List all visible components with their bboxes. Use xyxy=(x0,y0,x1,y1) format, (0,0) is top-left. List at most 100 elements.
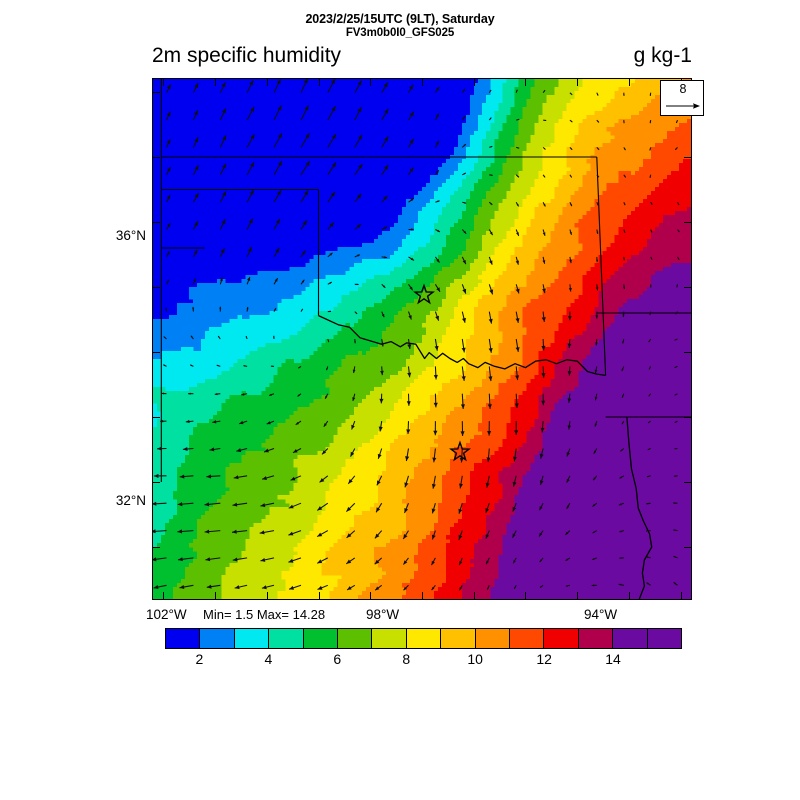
wind-vector-head xyxy=(650,230,652,233)
wind-vector-head xyxy=(376,480,381,486)
wind-vector-head xyxy=(222,135,226,141)
wind-vector-head xyxy=(179,474,185,479)
wind-vector-head xyxy=(179,585,185,589)
wind-vector-head xyxy=(674,448,676,450)
wind-vector-head xyxy=(512,533,516,538)
wind-vector-head xyxy=(347,586,352,590)
wind-vector-head xyxy=(593,477,596,481)
wind-vector-head xyxy=(248,218,253,224)
wind-vector-head xyxy=(250,162,255,168)
wind-vector-head xyxy=(515,288,520,294)
wind-vector-head xyxy=(567,425,572,430)
wind-vector-head xyxy=(277,190,282,196)
wind-vector-head xyxy=(648,421,650,423)
wind-vector-head xyxy=(409,286,413,291)
wind-vector-head xyxy=(489,231,493,236)
wind-vector-head xyxy=(356,193,362,199)
wind-vector-head xyxy=(301,279,305,283)
lat-tick-right xyxy=(684,482,691,483)
wind-vector-head xyxy=(543,175,546,178)
wind-vector-head xyxy=(214,392,218,396)
wind-vector-head xyxy=(458,534,463,540)
wind-vector-head xyxy=(329,282,332,284)
wind-vector-head xyxy=(513,560,516,564)
wind-vector-head xyxy=(622,341,625,344)
wind-vector-head xyxy=(623,286,626,290)
wind-vector-head xyxy=(566,505,570,509)
wind-vector-head xyxy=(675,312,678,315)
colorbar-tick-2: 2 xyxy=(195,651,204,667)
lon-tick-bottom xyxy=(318,592,320,599)
wind-vector-head xyxy=(437,200,440,203)
lat-tick-right xyxy=(684,287,691,288)
wind-vector-head xyxy=(304,105,309,111)
lat-tick-left xyxy=(153,157,160,158)
wind-vector-head xyxy=(541,317,546,322)
wind-vector-head xyxy=(486,457,491,463)
chart-subtitle: FV3m0b0I0_GFS025 xyxy=(345,27,455,39)
wind-vector-head xyxy=(273,335,275,338)
wind-vector-head xyxy=(487,404,492,409)
colorbar[interactable] xyxy=(165,628,682,649)
wind-vector-head xyxy=(357,80,362,86)
wind-vector-head xyxy=(190,335,193,338)
wind-vector-head xyxy=(408,315,412,320)
wind-vector-head xyxy=(462,317,466,323)
wind-vector-head xyxy=(460,404,465,409)
wind-vector-head xyxy=(302,220,307,226)
station-star-north[interactable] xyxy=(412,283,436,305)
wind-vector-head xyxy=(647,475,649,478)
wind-vector-head xyxy=(193,278,196,282)
lon-tick-top xyxy=(525,79,527,86)
wind-vector-head xyxy=(304,190,309,196)
wind-vector-head xyxy=(356,283,359,286)
lon-tick-bottom xyxy=(215,592,217,599)
map-plot-area[interactable] xyxy=(152,78,692,600)
wind-vector-head xyxy=(591,584,595,587)
wind-vector-head xyxy=(317,506,323,511)
wind-vector-head xyxy=(205,557,211,562)
humidity-contour-band xyxy=(277,79,636,599)
wind-vector-head xyxy=(595,315,599,319)
wind-vector-head xyxy=(250,106,255,112)
wind-vector-head xyxy=(288,558,294,563)
wind-vector-head xyxy=(350,451,355,457)
wind-vector-head xyxy=(163,364,166,367)
wind-vector-head xyxy=(354,341,356,344)
wind-vector-head xyxy=(539,506,543,511)
wind-vector-head xyxy=(277,105,282,111)
station-star-south[interactable] xyxy=(448,440,472,462)
wind-vector-head xyxy=(458,508,463,514)
wind-vector-head xyxy=(488,318,493,324)
wind-vector-head xyxy=(463,173,466,175)
wind-vector-head xyxy=(649,148,651,151)
wind-vector-head xyxy=(541,373,546,378)
lon-tick-top xyxy=(577,79,579,86)
wind-vector-head xyxy=(431,560,435,566)
wind-vector-head xyxy=(276,218,280,224)
wind-vector-head xyxy=(648,394,651,397)
colorbar-tick-12: 12 xyxy=(536,651,552,667)
wind-vector-head xyxy=(432,457,437,463)
wind-vector-head xyxy=(411,228,414,231)
wind-vector-head xyxy=(409,138,414,144)
wind-vector-head xyxy=(153,557,157,562)
wind-vector-head xyxy=(218,336,220,338)
wind-vector-head xyxy=(331,134,336,139)
wind-vector-head xyxy=(437,229,440,232)
wind-vector-head xyxy=(166,139,171,144)
wind-vector-head xyxy=(463,144,466,147)
wind-vector-head xyxy=(409,84,414,90)
wind-vector-head xyxy=(204,529,210,534)
wind-vector-head xyxy=(331,106,336,112)
wind-vector-head xyxy=(220,248,225,254)
wind-vector-head xyxy=(331,162,337,168)
wind-vector-head xyxy=(570,148,573,150)
lon-label-94w: 94°W xyxy=(584,607,618,622)
wind-vector-head xyxy=(383,165,389,170)
wind-vector-head xyxy=(270,365,273,367)
wind-vector-head xyxy=(678,230,680,233)
wind-vector-head xyxy=(570,203,572,207)
wind-vector-head xyxy=(276,79,281,85)
wind-vector-head xyxy=(274,278,278,282)
